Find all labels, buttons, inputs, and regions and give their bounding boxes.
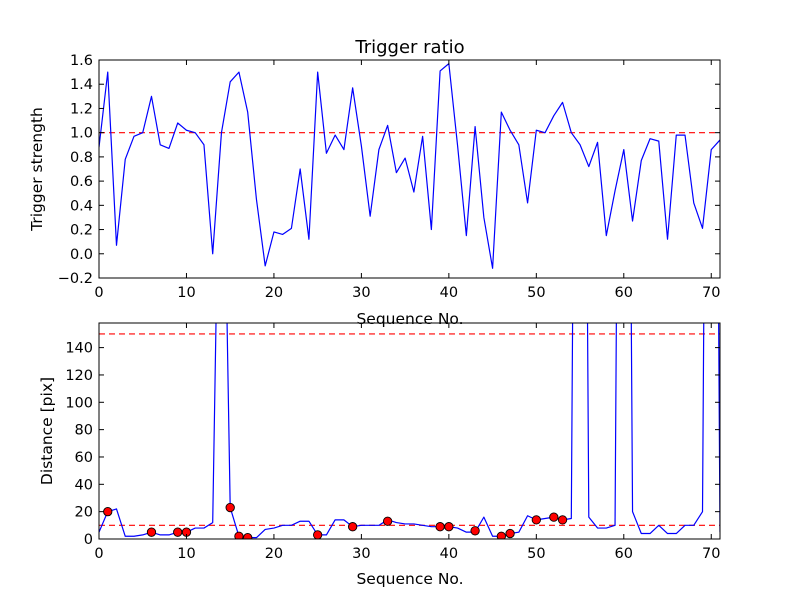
- y-axis-label: Trigger strength: [28, 107, 46, 232]
- y-tick-label: 1.4: [70, 77, 93, 93]
- data-point-marker: [146, 527, 157, 537]
- x-tick-label: 70: [702, 546, 720, 562]
- data-point-marker: [347, 522, 358, 532]
- x-tick-label: 30: [352, 546, 370, 562]
- x-axis-label: Sequence No.: [356, 570, 463, 588]
- x-tick-label: 40: [440, 285, 458, 301]
- y-tick-label: 60: [75, 450, 93, 466]
- y-axis-label: Distance [pix]: [38, 377, 56, 485]
- y-tick-label: 120: [65, 368, 93, 384]
- x-tick-label: 20: [265, 285, 283, 301]
- y-tick-label: 1.2: [70, 101, 93, 117]
- data-point-marker: [103, 507, 113, 517]
- x-tick-label: 70: [702, 285, 720, 301]
- y-tick-label: 0.2: [70, 223, 93, 239]
- data-series-line: [99, 323, 720, 539]
- x-tick-label: 0: [94, 546, 103, 562]
- x-tick-label: 10: [177, 546, 195, 562]
- data-point-marker: [531, 515, 541, 525]
- y-tick-label: 0: [84, 532, 93, 548]
- plot-frame: [98, 59, 721, 279]
- x-tick-label: 20: [265, 546, 283, 562]
- y-tick-label: 0.4: [70, 198, 93, 214]
- x-tick-label: 60: [615, 546, 633, 562]
- data-point-marker: [496, 531, 506, 539]
- data-point-marker: [173, 527, 183, 537]
- y-tick-label: 1.6: [70, 53, 93, 69]
- data-point-marker: [234, 531, 244, 539]
- distance-chart: Sequence No. Distance [pix] 0 10 20 30 40 50 6…: [38, 322, 721, 588]
- trigger-ratio-chart: Trigger ratio Sequence No. Trigger stren…: [28, 37, 721, 328]
- x-axis-label: Sequence No.: [356, 310, 463, 328]
- data-series-line: [99, 63, 720, 269]
- data-point-marker: [382, 516, 393, 526]
- y-tick-label: 80: [75, 423, 93, 439]
- data-point-marker: [505, 528, 515, 539]
- plot-frame: [98, 322, 721, 540]
- x-tick-label: 0: [94, 285, 103, 301]
- x-tick-label: 40: [440, 546, 458, 562]
- data-point-marker: [470, 526, 480, 536]
- y-tick-label: 40: [75, 477, 93, 493]
- y-tick-label: −0.2: [58, 271, 93, 287]
- y-tick-label: 140: [65, 341, 93, 357]
- data-point-marker: [549, 512, 559, 522]
- x-tick-label: 10: [177, 285, 195, 301]
- plot-area: [99, 63, 720, 269]
- data-point-marker: [243, 532, 253, 539]
- y-tick-label: 0.0: [70, 247, 93, 263]
- x-tick-label: 50: [527, 546, 545, 562]
- y-tick-label: 0.8: [70, 150, 93, 166]
- y-tick-label: 1.0: [70, 126, 93, 142]
- data-point-marker: [444, 522, 454, 532]
- plot-area: [99, 323, 720, 539]
- data-point-marker: [557, 515, 568, 525]
- x-tick-label: 60: [615, 285, 633, 301]
- x-tick-label: 30: [352, 285, 370, 301]
- data-point-marker: [225, 502, 235, 513]
- data-point-marker: [313, 530, 323, 539]
- y-tick-label: 100: [65, 395, 93, 411]
- y-tick-label: 0.6: [70, 174, 93, 190]
- data-point-marker: [435, 522, 445, 532]
- x-tick-label: 50: [527, 285, 545, 301]
- chart-title: Trigger ratio: [354, 37, 464, 58]
- y-tick-label: 20: [75, 505, 93, 521]
